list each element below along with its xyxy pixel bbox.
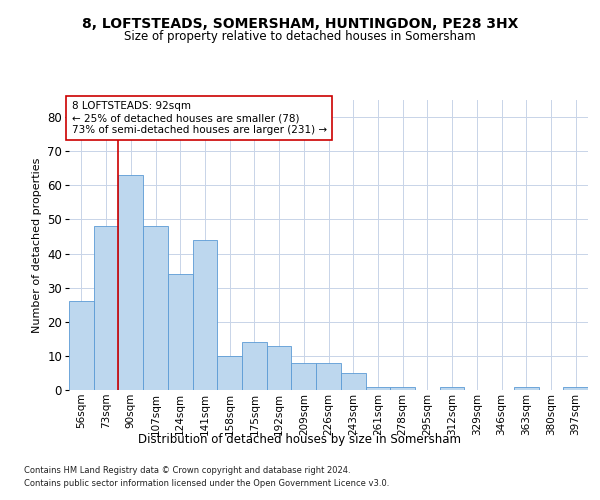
Bar [143,226,168,390]
Text: Distribution of detached houses by size in Somersham: Distribution of detached houses by size … [139,432,461,446]
Text: Contains public sector information licensed under the Open Government Licence v3: Contains public sector information licen… [24,479,389,488]
Bar [69,302,94,390]
Bar [242,342,267,390]
Bar [365,386,390,390]
Bar [267,346,292,390]
Bar [168,274,193,390]
Y-axis label: Number of detached properties: Number of detached properties [32,158,41,332]
Bar [118,175,143,390]
Bar [390,386,415,390]
Bar [94,226,118,390]
Bar [193,240,217,390]
Text: 8, LOFTSTEADS, SOMERSHAM, HUNTINGDON, PE28 3HX: 8, LOFTSTEADS, SOMERSHAM, HUNTINGDON, PE… [82,18,518,32]
Text: Contains HM Land Registry data © Crown copyright and database right 2024.: Contains HM Land Registry data © Crown c… [24,466,350,475]
Bar [514,386,539,390]
Bar [440,386,464,390]
Bar [217,356,242,390]
Bar [341,373,365,390]
Bar [563,386,588,390]
Bar [292,362,316,390]
Bar [316,362,341,390]
Text: 8 LOFTSTEADS: 92sqm
← 25% of detached houses are smaller (78)
73% of semi-detach: 8 LOFTSTEADS: 92sqm ← 25% of detached ho… [71,102,327,134]
Text: Size of property relative to detached houses in Somersham: Size of property relative to detached ho… [124,30,476,43]
